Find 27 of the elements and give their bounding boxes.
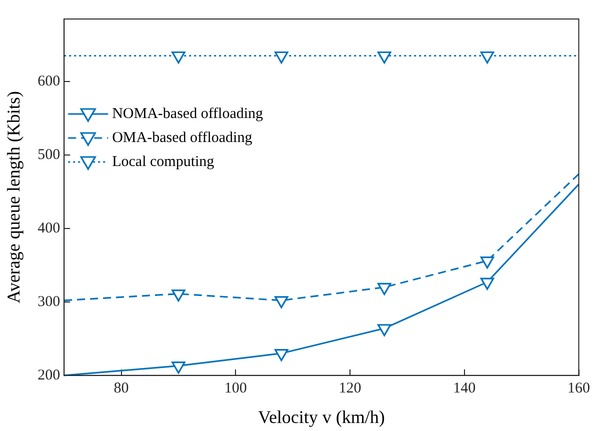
point [172,362,186,374]
point [172,290,186,302]
point [274,51,288,64]
legend-label: OMA-based offloading [112,130,253,146]
point [172,51,186,64]
point [274,296,288,308]
point [377,282,392,296]
x-tick-label: 80 [114,380,129,396]
point [377,51,392,64]
point [377,324,392,336]
point [480,51,494,64]
y-tick-label: 600 [38,73,60,90]
y-tick-label: 300 [38,294,60,310]
point [274,349,288,362]
y-tick-label: 200 [38,367,60,384]
point [480,256,494,269]
y-tick-label: 400 [38,220,60,236]
x-axis-title: Velocity v (km/h) [258,406,385,427]
y-tick-label: 500 [38,146,60,163]
y-axis-title: Average queue length (Kbits) [4,91,24,304]
point [480,278,494,290]
legend-label: Local computing [112,154,215,170]
x-tick-label: 100 [224,380,247,396]
x-tick-label: 160 [568,380,590,396]
x-tick-label: 140 [453,380,476,396]
legend-label: NOMA-based offloading [112,106,264,122]
x-tick-label: 120 [338,380,362,396]
